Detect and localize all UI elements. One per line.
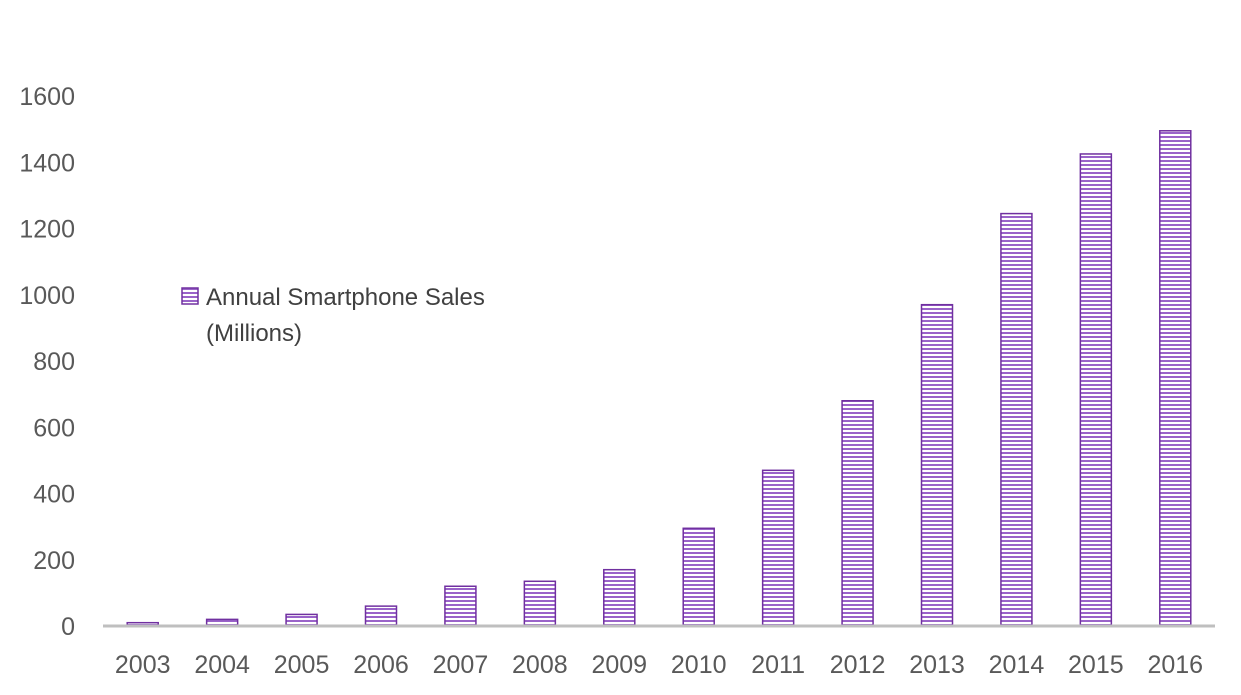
y-tick-label: 1000 (19, 282, 75, 310)
y-tick-label: 800 (33, 348, 75, 376)
bar-2011 (761, 469, 795, 627)
legend-label-line1: Annual Smartphone Sales (206, 284, 485, 311)
x-tick-label: 2011 (751, 651, 805, 679)
y-tick-label: 1600 (19, 83, 75, 111)
x-tick-label: 2007 (433, 651, 489, 679)
legend-swatch (181, 287, 199, 305)
bar-2006 (364, 605, 398, 627)
x-tick-label: 2004 (194, 651, 250, 679)
x-tick-label: 2013 (909, 651, 965, 679)
y-tick-label: 200 (33, 547, 75, 575)
x-tick-label: 2012 (830, 651, 886, 679)
x-tick-label: 2010 (671, 651, 727, 679)
legend: Annual Smartphone Sales (Millions) (181, 284, 485, 347)
y-axis-tick-labels: 0 200 400 600 800 1000 1200 1400 1600 (19, 83, 75, 641)
y-tick-label: 1200 (19, 216, 75, 244)
bar-2005 (285, 613, 318, 627)
legend-label-line2: (Millions) (206, 320, 302, 347)
bar-2015 (1079, 153, 1113, 627)
bar-2010 (682, 527, 715, 627)
y-tick-label: 1400 (19, 149, 75, 177)
x-tick-label: 2008 (512, 651, 568, 679)
bar-2007 (444, 585, 477, 627)
x-tick-label: 2016 (1147, 651, 1203, 679)
bar-2013 (920, 303, 954, 627)
bar-2012 (841, 400, 874, 627)
bar-2016 (1159, 130, 1192, 627)
y-tick-label: 400 (33, 481, 75, 509)
x-axis-tick-labels: 2003 2004 2005 2006 2007 2008 2009 2010 2011 2012… (115, 651, 1203, 679)
x-tick-label: 2003 (115, 651, 171, 679)
x-tick-label: 2015 (1068, 651, 1124, 679)
x-tick-label: 2005 (274, 651, 330, 679)
x-tick-label: 2014 (989, 651, 1045, 679)
bar-series (126, 130, 1192, 627)
y-tick-label: 0 (61, 613, 75, 641)
x-tick-label: 2006 (353, 651, 409, 679)
x-tick-label: 2009 (591, 651, 647, 679)
y-tick-label: 600 (33, 414, 75, 442)
bar-2008 (523, 580, 557, 627)
bar-2009 (603, 568, 636, 627)
bar-2014 (1000, 212, 1033, 627)
